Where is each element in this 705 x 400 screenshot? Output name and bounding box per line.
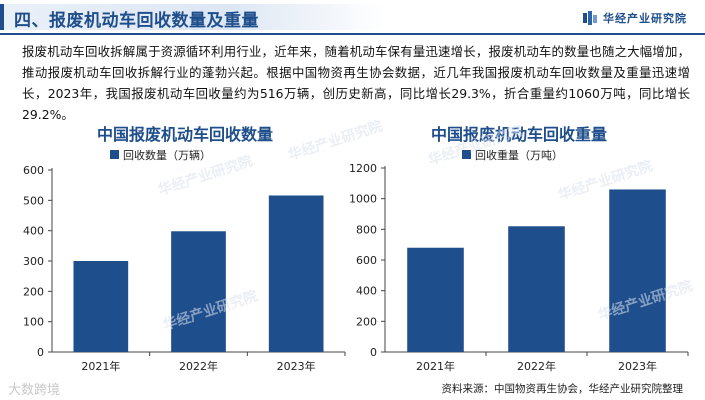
brand-watermark: 华经产业研究院 <box>286 117 384 163</box>
chart1-xtick-label: 2022年 <box>179 359 218 373</box>
chart2-xtick-label: 2021年 <box>416 359 455 373</box>
chart1-ytick-label: 100 <box>23 316 44 329</box>
chart2-ytick-label: 200 <box>356 315 377 328</box>
chart2-xtick-label: 2022年 <box>517 359 556 373</box>
chart2-bar <box>407 247 464 352</box>
chart1-xtick-label: 2021年 <box>81 359 120 373</box>
chart1-ytick-label: 400 <box>23 225 44 238</box>
chart2-legend-swatch <box>462 150 471 159</box>
chart1-ytick-label: 500 <box>23 194 44 207</box>
chart2-bar <box>609 189 666 352</box>
chart2-ytick-label: 1000 <box>349 193 377 206</box>
chart1-bar <box>171 231 226 352</box>
header-bar <box>0 4 385 30</box>
chart2-ytick-label: 0 <box>370 346 377 359</box>
chart2-ytick-label: 800 <box>356 223 377 236</box>
chart1-ytick-label: 0 <box>37 346 44 359</box>
chart2-legend-label: 回收重量（万吨） <box>475 148 563 162</box>
chart1-title: 中国报废机动车回收数量 <box>97 125 273 144</box>
chart1-bar <box>73 261 129 352</box>
chart2-title: 中国报废机动车回收重量 <box>431 125 607 144</box>
source-note: 资料来源：中国物资再生协会，华经产业研究院整理 <box>441 383 684 395</box>
corner-watermark: 大数跨境 <box>8 383 61 398</box>
brand: 华经产业研究院 <box>583 10 687 26</box>
chart2-ytick-label: 400 <box>356 285 377 298</box>
chart2-ytick-label: 1200 <box>349 162 377 175</box>
header-rule <box>0 33 705 35</box>
chart2-xtick-label: 2023年 <box>618 359 657 373</box>
chart2-ytick-label: 600 <box>356 254 377 267</box>
chart1-ytick-label: 200 <box>23 285 44 298</box>
brand-name: 华经产业研究院 <box>603 12 687 25</box>
chart1-xtick-label: 2023年 <box>277 359 316 373</box>
header: 四、报废机动车回收数量及重量 华经产业研究院 <box>0 0 705 34</box>
chart1-ytick-label: 300 <box>23 255 44 268</box>
brand-logo-icon <box>583 11 597 25</box>
chart1-legend-swatch <box>110 150 119 159</box>
section-title: 四、报废机动车回收数量及重量 <box>14 11 259 31</box>
chart1-legend-label: 回收数量（万辆） <box>123 148 211 162</box>
chart2-bar <box>508 226 565 352</box>
chart1-ytick-label: 600 <box>23 164 44 177</box>
intro-paragraph: 报废机动车回收拆解属于资源循环利用行业，近年来，随着机动车保有量迅速增长，报废机… <box>22 44 690 122</box>
chart1-bar <box>268 195 324 352</box>
header-accent <box>0 4 4 30</box>
